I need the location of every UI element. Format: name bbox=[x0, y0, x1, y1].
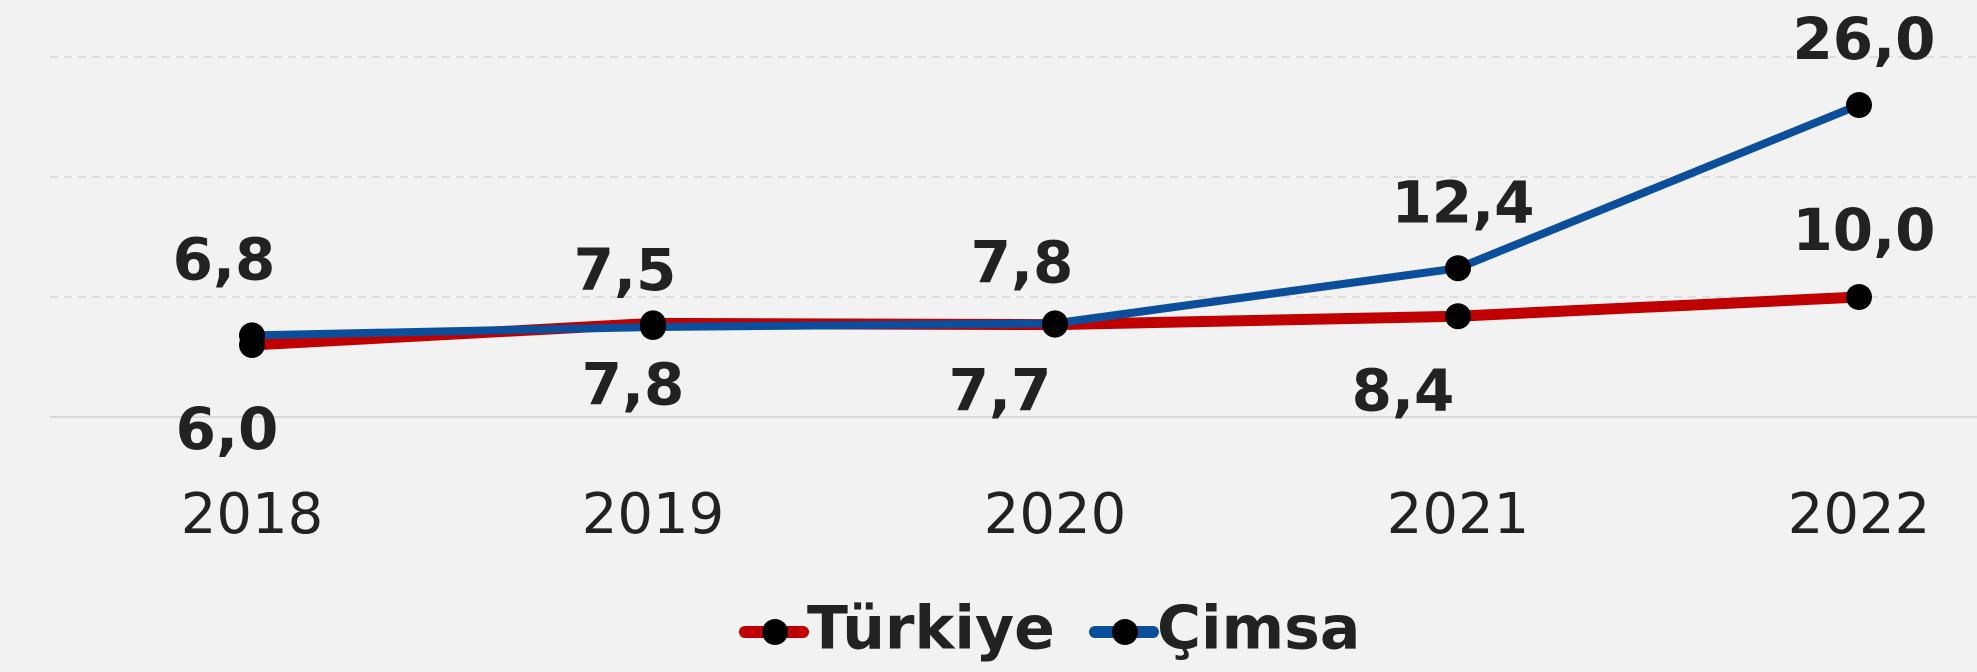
value-label: 6,8 bbox=[173, 226, 276, 294]
legend-label: Çimsa bbox=[1157, 594, 1360, 664]
value-label: 6,0 bbox=[176, 395, 279, 463]
value-label: 7,8 bbox=[582, 351, 685, 419]
x-tick-label: 2021 bbox=[1387, 482, 1530, 547]
value-label: 7,7 bbox=[949, 357, 1052, 425]
x-tick-label: 2018 bbox=[181, 482, 324, 547]
value-label: 12,4 bbox=[1391, 168, 1534, 236]
marker bbox=[239, 322, 265, 349]
legend-label: Türkiye bbox=[807, 594, 1055, 664]
value-label: 10,0 bbox=[1792, 196, 1935, 264]
value-label: 26,0 bbox=[1792, 5, 1935, 73]
value-label: 7,8 bbox=[971, 229, 1074, 297]
marker bbox=[1846, 284, 1872, 310]
legend-marker bbox=[1112, 619, 1138, 645]
marker bbox=[1445, 255, 1471, 282]
series-line bbox=[251, 101, 1861, 340]
legend-marker bbox=[762, 619, 788, 645]
marker bbox=[1846, 92, 1872, 118]
x-tick-label: 2020 bbox=[984, 482, 1127, 547]
marker bbox=[1042, 310, 1068, 337]
marker bbox=[1445, 303, 1471, 330]
value-label: 7,5 bbox=[574, 236, 677, 304]
x-tick-label: 2022 bbox=[1788, 482, 1931, 547]
value-label: 8,4 bbox=[1352, 356, 1455, 424]
marker bbox=[640, 314, 666, 340]
x-tick-label: 2019 bbox=[582, 482, 725, 547]
